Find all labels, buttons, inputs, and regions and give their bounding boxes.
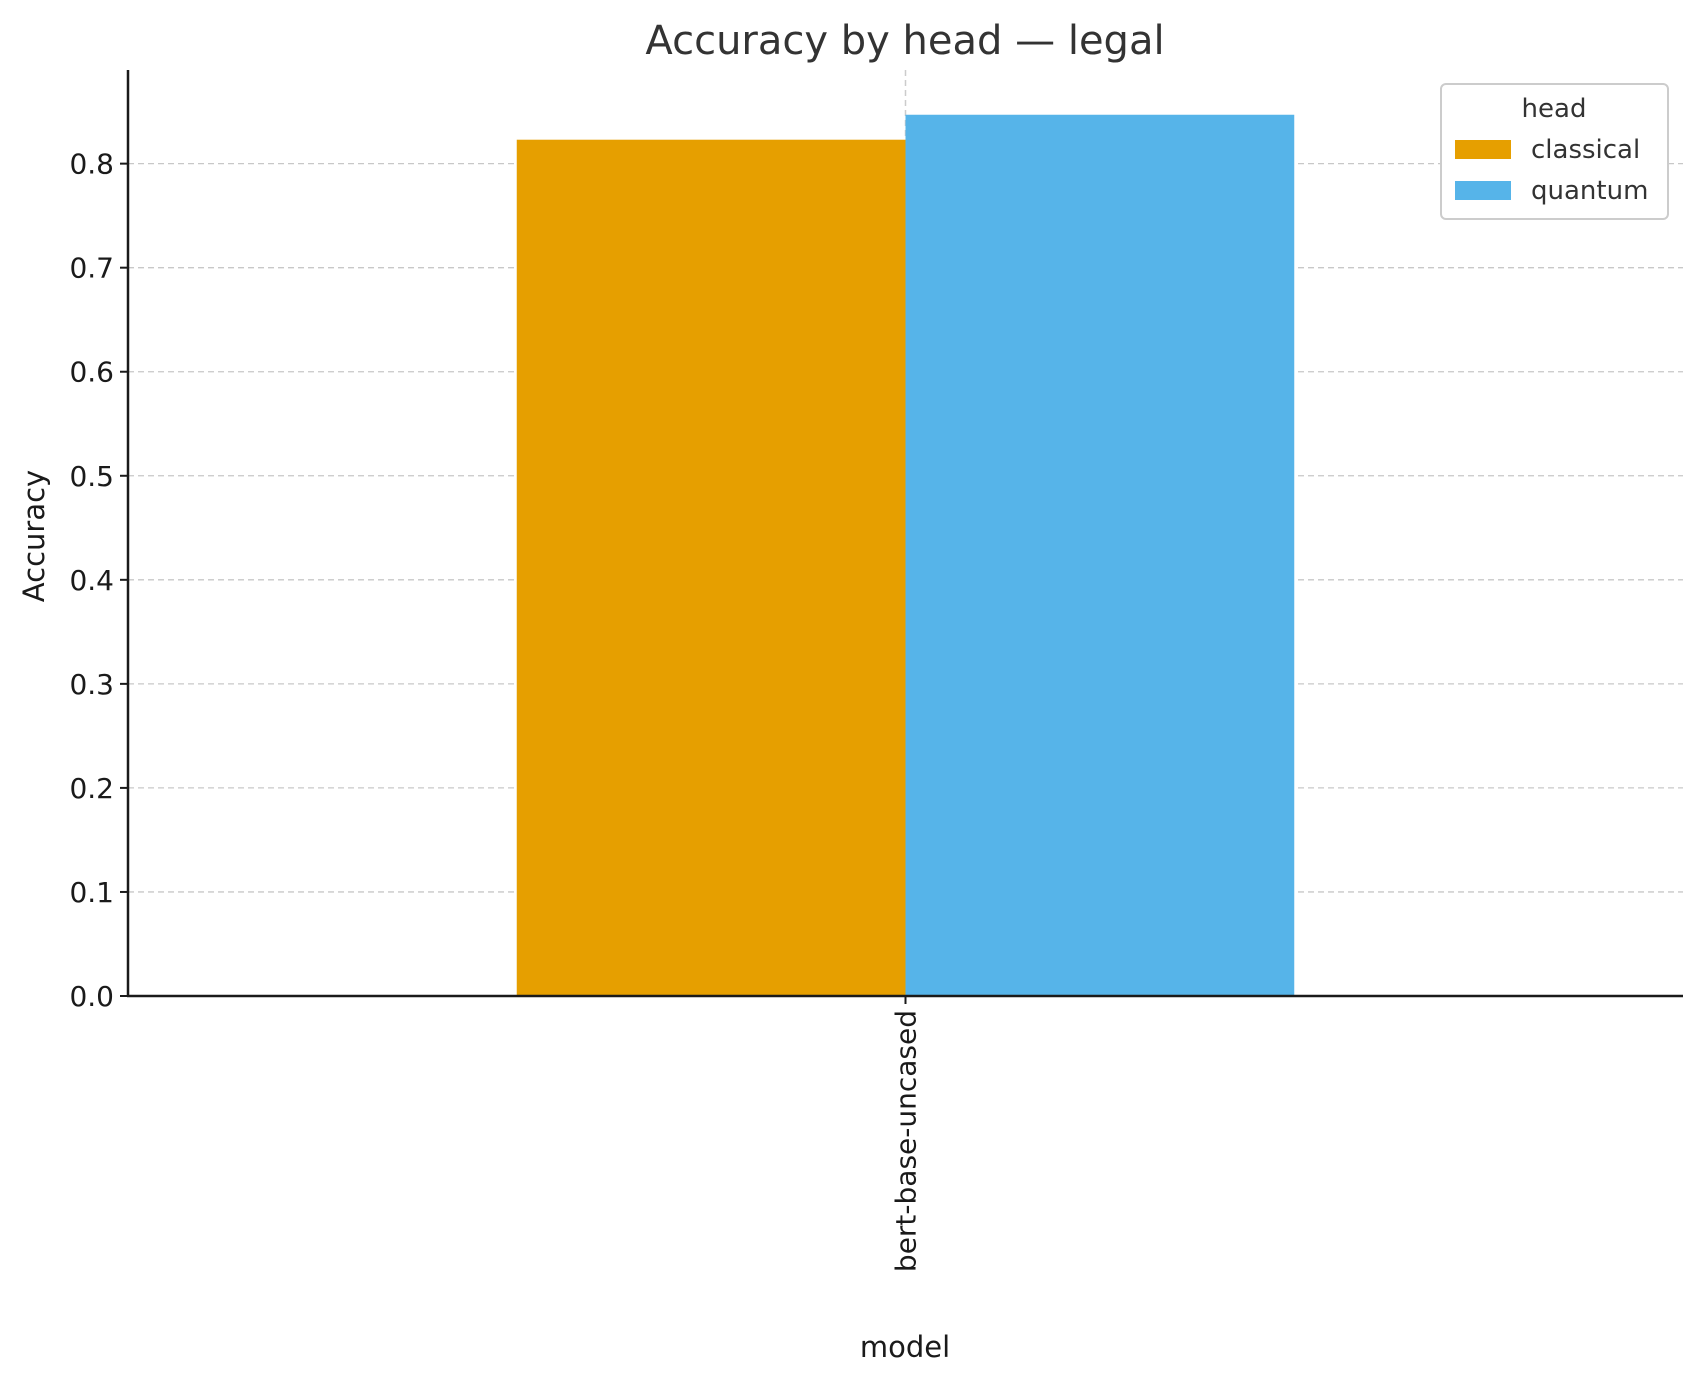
bars: [516, 114, 1295, 997]
y-tick-label: 0.0: [69, 980, 114, 1013]
legend-swatch-quantum: [1455, 181, 1511, 200]
chart-title: Accuracy by head — legal: [645, 18, 1164, 64]
y-tick-label: 0.4: [69, 564, 114, 597]
gridlines: [128, 162, 1683, 893]
bar-quantum: [905, 114, 1295, 997]
y-tick-label: 0.8: [69, 148, 114, 181]
y-tick-label: 0.7: [69, 252, 114, 285]
legend-entries: classical quantum: [1455, 135, 1648, 206]
y-tick-label: 0.6: [69, 356, 114, 389]
legend-label-classical: classical: [1531, 135, 1640, 165]
legend-title: head: [1522, 94, 1587, 124]
x-tick-label: bert-base-uncased: [890, 1010, 923, 1272]
y-axis-label: Accuracy: [17, 470, 51, 602]
legend: head classical quantum: [1440, 83, 1669, 220]
x-axis-label: model: [860, 1330, 950, 1364]
legend-label-quantum: quantum: [1531, 176, 1648, 206]
x-ticks: bert-base-uncased: [890, 996, 923, 1272]
legend-swatch-classical: [1455, 140, 1511, 159]
y-tick-label: 0.3: [69, 668, 114, 701]
y-tick-label: 0.5: [69, 460, 114, 493]
bar-classical: [516, 139, 906, 997]
y-tick-label: 0.2: [69, 772, 114, 805]
y-ticks: 0.0 0.1 0.2 0.3 0.4 0.5 0.6 0.7 0.8: [69, 148, 128, 1013]
y-tick-label: 0.1: [69, 876, 114, 909]
